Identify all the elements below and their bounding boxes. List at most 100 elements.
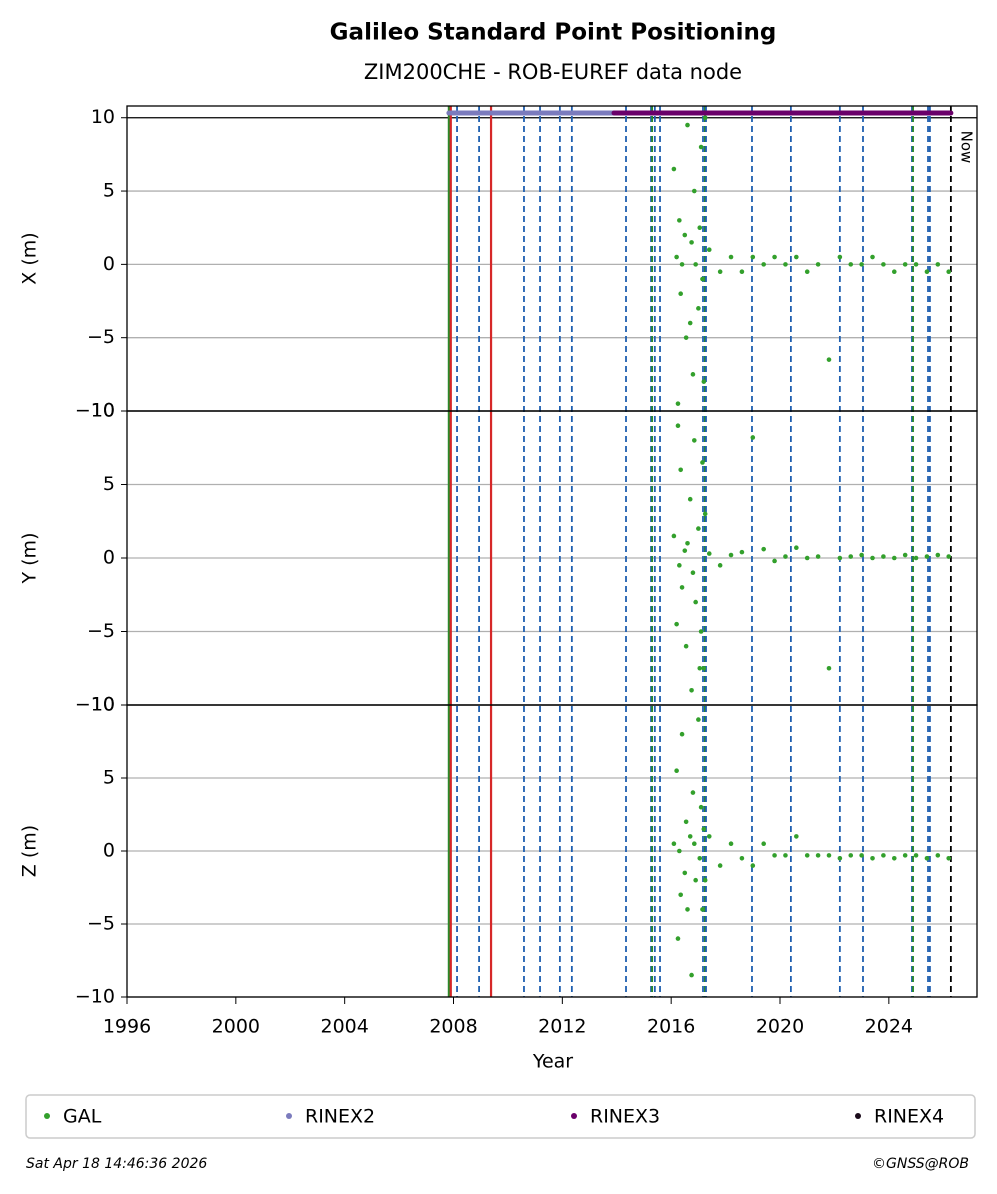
legend-label: RINEX4 [874,1106,944,1128]
gal-point [682,232,688,238]
gal-point [870,555,875,561]
gal-point [706,551,712,556]
gal-point [683,335,689,340]
gal-point [794,254,799,260]
y-tick-label: 10 [91,400,115,422]
legend-marker [855,1113,861,1119]
gal-point [702,511,708,517]
gal-point [946,554,952,559]
gal-point [700,460,705,465]
gal-point [693,599,698,605]
gal-point [685,541,690,546]
gal-point [698,144,704,150]
gal-point [881,853,886,858]
gal-point [859,552,864,558]
gal-point [671,166,677,172]
gal-point [700,276,705,282]
gal-point [698,804,704,810]
gal-point [717,863,723,868]
gal-point [826,853,832,858]
gal-point [902,262,908,267]
gal-point [946,269,952,274]
gal-point [701,665,707,671]
gal-point [761,546,766,552]
gal-point [698,629,704,634]
gal-point [891,269,897,274]
gal-point [701,826,707,832]
gal-point [690,570,696,575]
y-tick-label: 10 [91,106,115,128]
gal-point [692,188,697,194]
gal-point [815,853,821,858]
gal-point [870,254,875,260]
x-tick-label: 2004 [320,1016,368,1038]
x-tick-label: 2024 [865,1016,913,1038]
gal-point [750,863,756,868]
gal-point [783,262,788,267]
legend-label: RINEX3 [590,1106,660,1128]
chart-subtitle: ZIM200CHE - ROB-EUREF data node [364,60,742,84]
x-tick-label: 2012 [538,1016,586,1038]
gal-point [717,269,723,274]
y-tick-label: −5 [87,326,115,348]
gal-point [696,526,701,531]
gal-point [772,254,777,260]
gal-point [935,853,941,858]
gal-point [891,555,897,561]
gal-point [677,563,682,568]
gal-point [772,558,777,564]
gal-point [870,856,875,861]
gal-point [674,254,679,260]
gal-point [826,665,832,671]
gal-point [679,585,685,590]
gal-point [696,306,701,311]
legend-marker [44,1113,50,1119]
gal-point [689,688,694,693]
gal-point [690,790,696,795]
gal-point [913,853,919,858]
y-axis-label: Y (m) [19,533,41,585]
y-tick-label: 5 [103,473,115,495]
gal-point [815,262,821,267]
gal-point [706,247,712,253]
y-tick-label: −10 [75,986,115,1008]
gal-point [692,841,697,846]
gal-point [881,262,886,267]
gal-point [804,853,810,858]
gal-point [674,768,679,773]
gal-point [913,262,919,267]
legend-box [25,1094,976,1139]
gal-point [761,262,766,267]
gal-point [826,357,832,362]
gal-point [804,269,810,274]
panel-frame [126,704,978,998]
gal-point [902,853,908,858]
gal-point [739,269,745,274]
gal-point [859,262,864,267]
gal-point [794,545,799,551]
chart-title: Galileo Standard Point Positioning [330,20,777,46]
gal-point [848,853,854,858]
gal-point [685,907,690,912]
legend-marker [286,1113,292,1119]
y-axis-label: Z (m) [19,825,41,877]
gal-point [935,552,941,558]
gal-point [702,877,708,883]
gal-point [804,555,810,561]
gal-point [693,262,698,267]
gal-point [689,972,694,978]
y-axis-label: X (m) [19,232,41,284]
gal-point [677,848,682,854]
gal-point [701,379,707,384]
gal-point [761,841,766,846]
gal-point [902,552,908,558]
gal-point [837,254,843,260]
gal-point [924,856,930,861]
y-tick-label: 0 [103,840,115,862]
gal-point [728,841,734,846]
gal-point [678,467,683,473]
gal-point [679,731,685,737]
gal-point [690,372,696,377]
gal-point [706,834,712,839]
